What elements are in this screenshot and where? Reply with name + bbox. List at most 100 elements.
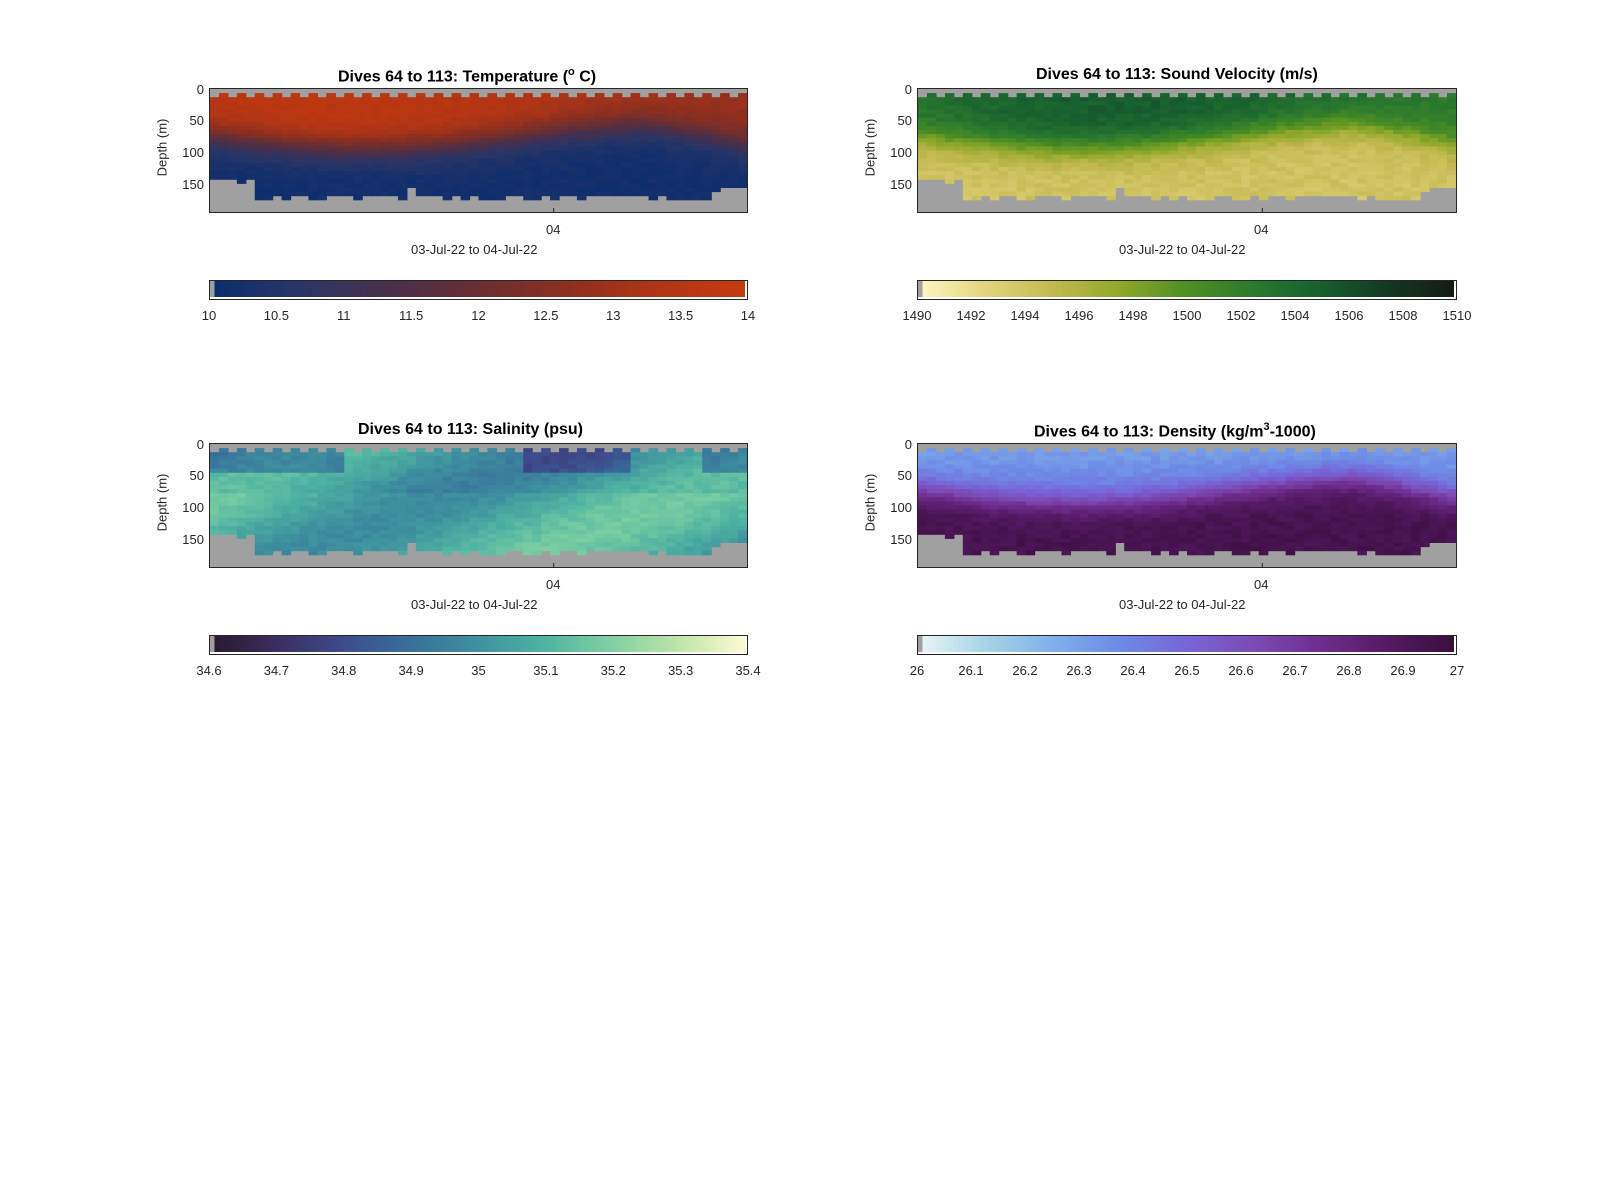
- heatmap-cell: [935, 452, 946, 457]
- colorbar-swatch: [1096, 281, 1102, 297]
- heatmap-cell: [1303, 183, 1314, 188]
- heatmap-cell: [711, 183, 721, 188]
- heatmap-cell: [433, 485, 444, 490]
- heatmap-cell: [657, 509, 668, 515]
- colorbar-swatch: [1226, 281, 1232, 297]
- heatmap-cell: [1007, 154, 1018, 160]
- heatmap-cell: [1285, 117, 1296, 123]
- heatmap-cell: [496, 134, 506, 139]
- colorbar-swatch: [1016, 281, 1022, 297]
- heatmap-cell: [1384, 121, 1394, 127]
- heatmap-cell: [353, 150, 363, 156]
- heatmap-cell: [371, 509, 381, 515]
- heatmap-cell: [675, 183, 685, 188]
- title-text: Dives 64 to 113: Density (kg/m: [1034, 423, 1264, 441]
- heatmap-cell: [1312, 142, 1323, 147]
- heatmap-cell: [944, 171, 955, 176]
- heatmap-cell: [451, 179, 462, 184]
- heatmap-cell: [1240, 183, 1251, 188]
- heatmap-cell: [675, 179, 685, 184]
- heatmap-cell: [478, 452, 489, 457]
- heatmap-cell: [1043, 130, 1054, 135]
- heatmap-cell: [1151, 175, 1161, 180]
- heatmap-cell: [639, 534, 650, 539]
- heatmap-cell: [433, 183, 444, 188]
- heatmap-cell: [523, 154, 533, 160]
- heatmap-cell: [684, 154, 694, 160]
- heatmap-cell: [1294, 191, 1305, 197]
- colorbar-tick-label: 1510: [1442, 308, 1472, 323]
- heatmap-cell: [1303, 154, 1314, 160]
- heatmap-cell: [254, 501, 265, 507]
- heatmap-cell: [272, 158, 283, 164]
- colorbar-swatch: [330, 636, 336, 652]
- heatmap-cell: [1420, 171, 1430, 176]
- colorbar-swatch: [294, 281, 300, 297]
- heatmap-cell: [944, 142, 955, 147]
- colorbar-swatch: [713, 281, 719, 297]
- heatmap-cell: [397, 154, 408, 160]
- heatmap-cell: [1187, 195, 1197, 201]
- heatmap-cell: [1249, 101, 1260, 106]
- heatmap-cell: [1303, 101, 1314, 106]
- heatmap-cell: [1016, 125, 1027, 131]
- heatmap-cell: [585, 97, 596, 102]
- heatmap-cell: [648, 146, 659, 152]
- heatmap-cell: [317, 493, 327, 498]
- heatmap-cell: [227, 105, 238, 111]
- heatmap-cell: [514, 105, 524, 111]
- heatmap-cell: [344, 476, 354, 482]
- heatmap-cell: [505, 464, 515, 470]
- heatmap-cell: [1151, 191, 1161, 197]
- heatmap-cell: [550, 509, 560, 515]
- heatmap-cell: [451, 113, 462, 119]
- heatmap-cell: [568, 158, 578, 164]
- heatmap-cell: [1330, 158, 1341, 164]
- heatmap-cell: [210, 530, 220, 535]
- heatmap-cell: [1178, 158, 1188, 164]
- heatmap-cell: [702, 476, 712, 482]
- heatmap-cell: [335, 121, 345, 127]
- heatmap-cell: [1393, 150, 1403, 156]
- colorbar-swatch: [1311, 281, 1317, 297]
- heatmap-cell: [603, 134, 614, 139]
- heatmap-cell: [389, 452, 399, 457]
- heatmap-cell: [406, 526, 417, 531]
- heatmap-cell: [693, 113, 703, 119]
- heatmap-cell: [971, 542, 982, 548]
- heatmap-cell: [1142, 175, 1152, 180]
- heatmap-cell: [1330, 113, 1341, 119]
- heatmap-cell: [505, 121, 515, 127]
- heatmap-cell: [505, 538, 515, 543]
- heatmap-cell: [362, 154, 372, 160]
- heatmap-cell: [693, 109, 703, 115]
- heatmap-cell: [433, 97, 444, 102]
- heatmap-cell: [1061, 195, 1072, 201]
- heatmap-cell: [576, 125, 587, 131]
- heatmap-cell: [729, 480, 739, 486]
- heatmap-cell: [603, 452, 614, 457]
- heatmap-cell: [1016, 166, 1027, 172]
- heatmap-cell: [1070, 158, 1080, 164]
- heatmap-cell: [424, 166, 435, 172]
- colorbar-swatch: [379, 281, 385, 297]
- heatmap-cell: [433, 452, 444, 457]
- heatmap-cell: [1447, 130, 1456, 135]
- colorbar-swatch: [980, 281, 986, 297]
- heatmap-cell: [1258, 117, 1269, 123]
- heatmap-cell: [326, 113, 336, 119]
- heatmap-cell: [1007, 166, 1018, 172]
- heatmap-cell: [1249, 171, 1260, 176]
- heatmap-cell: [353, 468, 363, 474]
- heatmap-cell: [245, 464, 256, 470]
- heatmap-cell: [971, 489, 982, 494]
- heatmap-cell: [353, 97, 363, 102]
- heatmap-cell: [469, 546, 480, 552]
- heatmap-cell: [612, 489, 623, 494]
- heatmap-cell: [944, 526, 955, 531]
- heatmap-cell: [576, 452, 587, 457]
- heatmap-cell: [989, 117, 1000, 123]
- heatmap-cell: [227, 130, 238, 135]
- heatmap-cell: [1249, 187, 1260, 193]
- colorbar-swatch: [513, 281, 519, 297]
